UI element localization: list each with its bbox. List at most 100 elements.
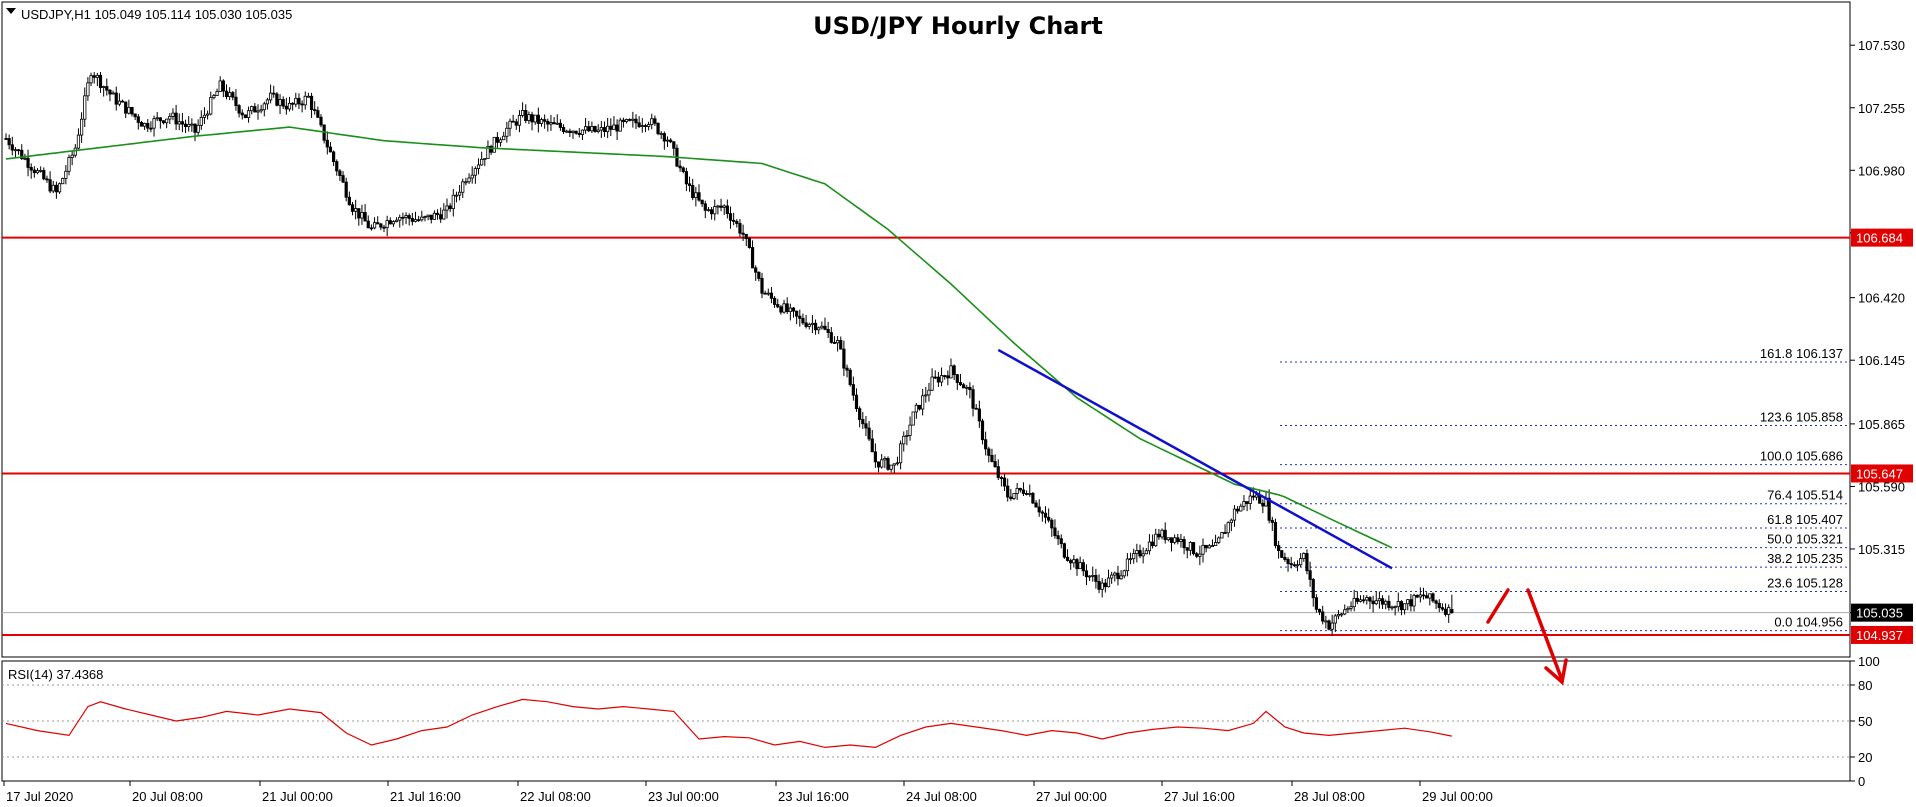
candle — [250, 105, 254, 115]
candle — [886, 456, 890, 471]
candle — [1144, 548, 1148, 555]
candle — [155, 111, 159, 122]
candle — [1251, 487, 1255, 501]
horizontal-levels — [2, 236, 1850, 636]
candle — [571, 130, 575, 139]
candle — [127, 99, 131, 115]
candle — [943, 374, 947, 380]
candle — [379, 222, 383, 231]
candle — [158, 117, 162, 129]
fib-label-5: 50.0 105.321 — [1767, 532, 1843, 547]
candle — [1059, 534, 1063, 549]
candle — [911, 411, 915, 426]
candle — [889, 464, 893, 473]
collapse-triangle-icon[interactable] — [6, 8, 16, 14]
candle — [599, 121, 603, 139]
candle — [300, 100, 304, 113]
candle — [4, 133, 8, 140]
candle — [1327, 619, 1331, 631]
candle — [1009, 488, 1013, 501]
candle — [275, 92, 279, 107]
candle — [174, 104, 178, 131]
candle — [706, 207, 711, 212]
candle — [883, 456, 887, 469]
rsi-tick-0: 100 — [1858, 654, 1880, 669]
candle — [1094, 568, 1098, 589]
candle — [870, 429, 874, 453]
candle — [1330, 614, 1334, 636]
candle — [1365, 595, 1369, 605]
candle — [782, 299, 786, 314]
candle — [1393, 605, 1397, 616]
level-tag-bg-1 — [1851, 464, 1913, 483]
level-tag-0: 106.684 — [1856, 231, 1903, 246]
candle — [451, 188, 455, 217]
candle — [10, 136, 14, 156]
candle — [798, 309, 802, 327]
price-tick-4: 106.420 — [1858, 291, 1905, 306]
sma-line — [5, 126, 1393, 549]
price-tick-1: 107.255 — [1858, 101, 1905, 116]
candle — [624, 118, 629, 124]
candle — [842, 340, 846, 377]
candle — [394, 217, 399, 223]
candle — [1160, 528, 1164, 540]
candle — [1201, 538, 1205, 563]
candle — [224, 84, 229, 100]
candle — [873, 443, 878, 468]
candle — [1040, 510, 1044, 522]
candle — [372, 217, 377, 230]
candle — [1273, 518, 1278, 549]
rsi-tick-1: 80 — [1858, 678, 1872, 693]
candle — [854, 388, 859, 412]
candle — [470, 166, 474, 184]
candle — [949, 358, 953, 379]
candle — [1141, 547, 1145, 564]
candle — [1122, 569, 1126, 579]
candle — [1317, 608, 1322, 616]
candle — [533, 114, 537, 125]
candle — [404, 212, 408, 225]
candle — [735, 219, 739, 228]
candle — [1198, 545, 1202, 566]
candle — [1163, 522, 1167, 544]
candle — [1434, 599, 1438, 610]
candle — [1125, 553, 1129, 577]
candle — [618, 117, 622, 132]
candle — [1232, 505, 1237, 527]
candle — [1333, 614, 1337, 632]
candle — [820, 321, 824, 330]
candle — [905, 430, 909, 446]
candle — [464, 177, 468, 186]
candle — [832, 336, 837, 344]
candle — [410, 212, 414, 226]
candle — [1151, 534, 1155, 549]
candle — [95, 72, 99, 87]
candle — [936, 371, 941, 387]
candle — [1097, 574, 1101, 594]
candle — [1380, 595, 1385, 610]
candle — [376, 216, 380, 225]
candle — [861, 412, 865, 429]
candle — [1069, 558, 1073, 570]
candle — [785, 297, 789, 315]
candle — [1106, 569, 1111, 588]
candle — [237, 104, 241, 118]
candle — [80, 112, 84, 143]
candle — [1021, 482, 1026, 497]
price-tick-8: 105.315 — [1858, 542, 1905, 557]
candle — [1292, 561, 1296, 567]
candle — [776, 298, 780, 309]
candle — [1081, 559, 1085, 577]
candle — [738, 219, 742, 237]
candle — [105, 78, 109, 96]
candle — [1267, 489, 1271, 524]
candle — [1088, 575, 1092, 581]
candle — [640, 118, 644, 133]
fib-label-6: 38.2 105.235 — [1767, 551, 1843, 566]
candle — [1431, 592, 1435, 603]
candle — [1418, 587, 1422, 603]
candle — [262, 101, 266, 117]
candle — [483, 158, 487, 167]
candle — [577, 127, 581, 138]
